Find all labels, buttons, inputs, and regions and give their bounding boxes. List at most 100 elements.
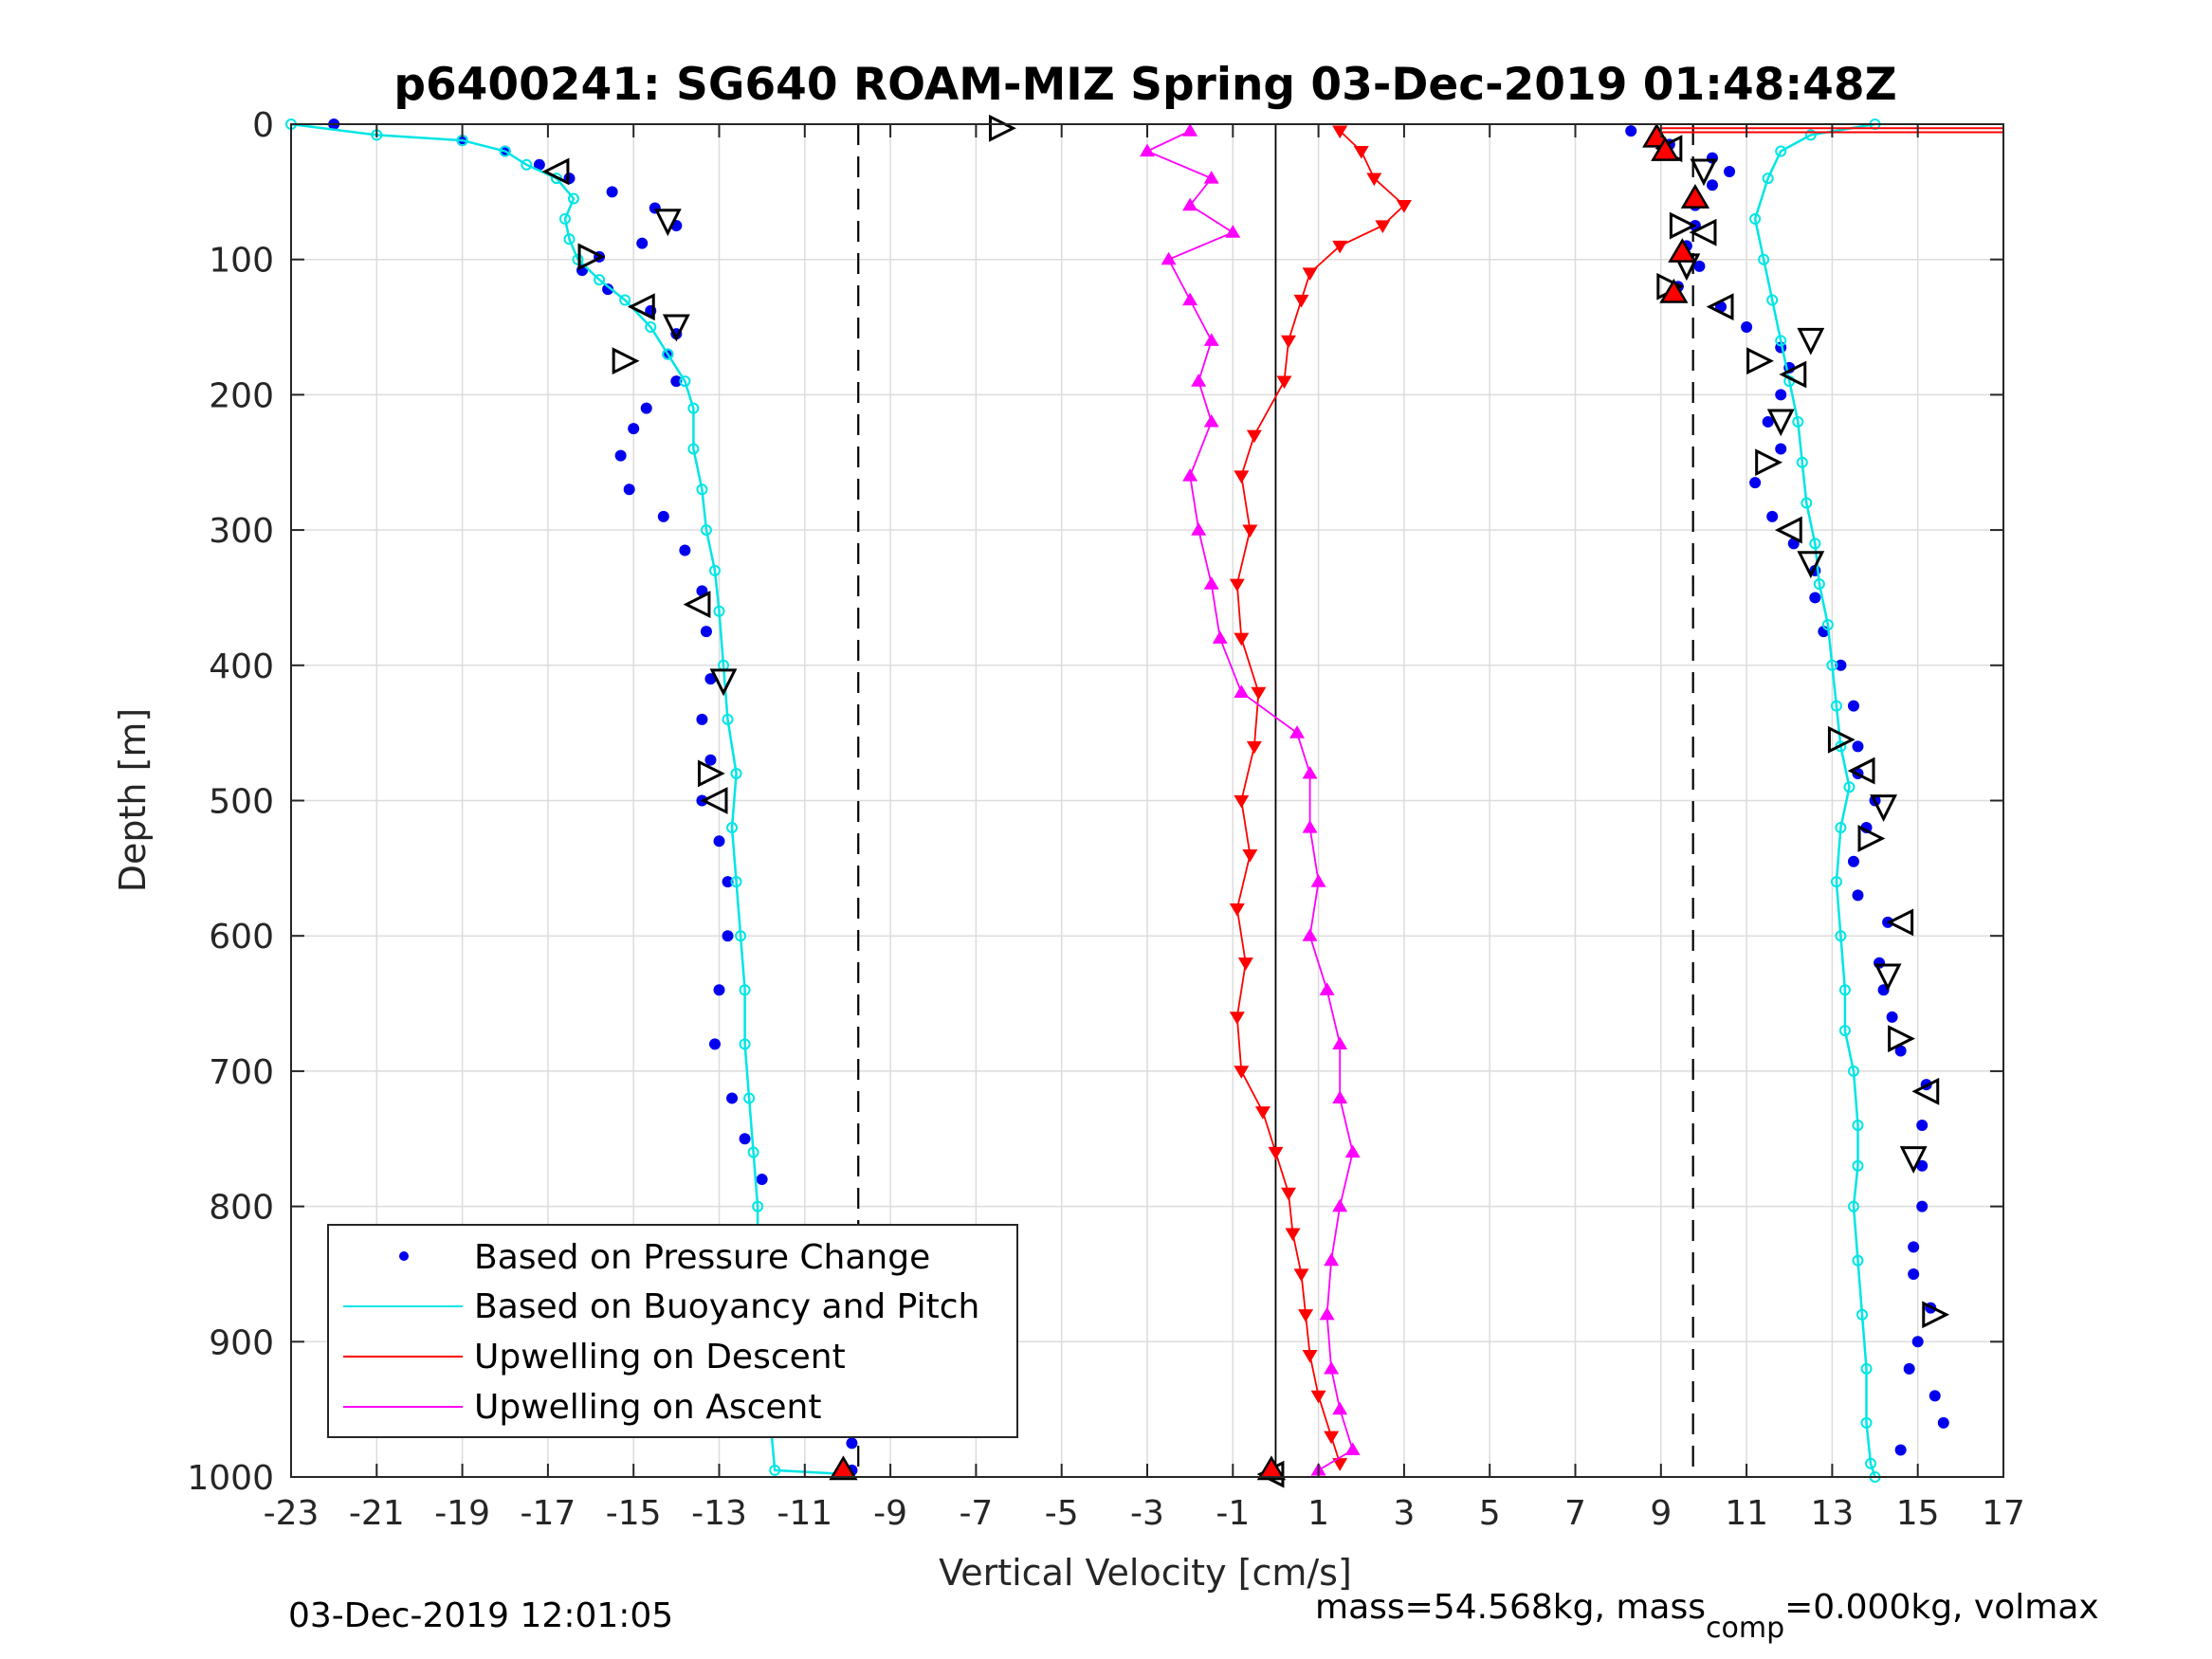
pressure-point bbox=[713, 984, 725, 996]
buoyancy-descent-path bbox=[290, 122, 849, 1476]
upwelling-descent-point bbox=[1229, 1012, 1245, 1025]
buoyancy-point bbox=[1826, 659, 1838, 671]
hollow-triangle-marker bbox=[612, 347, 640, 375]
hollow-triangle-marker bbox=[988, 114, 1016, 142]
footer-mass-suffix: =0.000kg, volmax bbox=[1784, 1588, 2099, 1627]
pressure-point bbox=[846, 1437, 858, 1449]
upwelling-ascent-point bbox=[1332, 1198, 1348, 1212]
upwelling-ascent-point bbox=[1319, 1306, 1335, 1321]
buoyancy-point bbox=[739, 984, 751, 996]
y-tick-label: 200 bbox=[209, 376, 274, 415]
upwelling-descent-point bbox=[1234, 470, 1250, 484]
pressure-point bbox=[1886, 1011, 1898, 1023]
pressure-point bbox=[1916, 1200, 1929, 1212]
upwelling-descent-point bbox=[1332, 1458, 1348, 1471]
buoyancy-ascent-path bbox=[1753, 122, 1876, 1478]
hollow-triangle-marker bbox=[1797, 327, 1825, 356]
upwelling-ascent-point bbox=[1344, 1442, 1361, 1456]
x-axis-ticks: -23 -21 -19 -17 -15 -13 -11 -9 -7 -5 -3 -1 1 3 5 7 9 11 13… bbox=[264, 124, 2025, 1533]
x-tick-label: -1 bbox=[1216, 1494, 1250, 1533]
footer-timestamp: 03-Dec-2019 12:01:05 bbox=[288, 1596, 673, 1635]
pressure-point bbox=[739, 1133, 751, 1145]
pressure-point bbox=[1894, 1045, 1907, 1057]
pressure-point bbox=[1835, 659, 1847, 671]
upwelling-descent-point bbox=[1332, 240, 1348, 254]
upwelling-descent-point bbox=[1302, 267, 1318, 281]
upwelling-descent-series bbox=[1229, 125, 1412, 1471]
chart-title: p6400241: SG640 ROAM-MIZ Spring 03-Dec-2… bbox=[393, 59, 1896, 111]
pressure-point bbox=[1916, 1159, 1929, 1172]
upwelling-descent-point bbox=[1285, 1228, 1301, 1242]
hollow-triangle-marker bbox=[1827, 725, 1856, 754]
upwelling-descent-point bbox=[1366, 173, 1382, 187]
y-tick-label: 500 bbox=[209, 783, 274, 822]
buoyancy-point bbox=[1775, 145, 1787, 157]
upwelling-descent-point bbox=[1234, 632, 1250, 647]
upwelling-ascent-point bbox=[1182, 123, 1198, 137]
pressure-point bbox=[1706, 152, 1718, 164]
pressure-point bbox=[756, 1174, 768, 1186]
buoyancy-descent-line bbox=[285, 118, 853, 1481]
upwelling-descent-point bbox=[1293, 294, 1309, 308]
buoyancy-point bbox=[1830, 876, 1842, 888]
pressure-point bbox=[657, 510, 669, 522]
hollow-triangle-marker bbox=[627, 293, 655, 321]
buoyancy-point bbox=[567, 192, 579, 205]
pressure-point bbox=[1908, 1267, 1920, 1280]
upwelling-ascent-point bbox=[1302, 928, 1318, 941]
hollow-triangle-marker bbox=[1774, 516, 1802, 544]
pressure-point bbox=[1693, 260, 1706, 272]
hollow-triangle-marker bbox=[1766, 409, 1795, 437]
hollow-triangle-marker bbox=[1911, 1077, 1940, 1105]
upwelling-descent-point bbox=[1251, 686, 1267, 701]
x-tick-label: 13 bbox=[1810, 1494, 1854, 1533]
legend-entry-descent: Upwelling on Descent bbox=[343, 1338, 846, 1376]
pressure-point bbox=[1625, 125, 1637, 137]
buoyancy-point bbox=[572, 253, 584, 265]
pressure-point bbox=[1775, 443, 1787, 455]
hollow-triangle-marker bbox=[662, 314, 690, 342]
pressure-point bbox=[1894, 1444, 1907, 1456]
pressure-point bbox=[1911, 1336, 1924, 1348]
buoyancy-point bbox=[769, 1464, 781, 1476]
buoyancy-point bbox=[645, 321, 657, 334]
pressure-point bbox=[636, 237, 649, 249]
upwelling-descent-point bbox=[1246, 740, 1262, 755]
upwelling-ascent-point bbox=[1203, 576, 1219, 590]
hollow-triangle-marker bbox=[1669, 211, 1697, 240]
legend-box bbox=[327, 1224, 1018, 1438]
buoyancy-point bbox=[1766, 294, 1779, 306]
upwelling-descent-point bbox=[1280, 335, 1296, 349]
upwelling-ascent-point bbox=[1182, 292, 1198, 306]
legend-label-pressure: Based on Pressure Change bbox=[474, 1238, 930, 1277]
buoyancy-point bbox=[1801, 497, 1813, 509]
pressure-point bbox=[704, 754, 717, 766]
upwelling-ascent-point bbox=[1203, 333, 1219, 346]
upwelling-ascent-point bbox=[1302, 765, 1318, 779]
buoyancy-point bbox=[499, 145, 511, 157]
marker-layer bbox=[541, 114, 1950, 1488]
buoyancy-point bbox=[743, 1092, 756, 1104]
x-tick-label: 5 bbox=[1479, 1494, 1501, 1533]
pressure-point bbox=[1762, 415, 1774, 428]
y-axis-label: Depth [m] bbox=[112, 708, 154, 893]
hollow-triangle-marker bbox=[1690, 158, 1718, 187]
red-triangle-marker bbox=[1680, 184, 1710, 209]
upwelling-descent-point bbox=[1293, 1268, 1309, 1282]
upwelling-descent-point bbox=[1375, 220, 1391, 234]
x-tick-label: -21 bbox=[349, 1494, 405, 1533]
buoyancy-point bbox=[1860, 1416, 1873, 1429]
buoyancy-point bbox=[563, 233, 576, 246]
hollow-triangle-marker bbox=[1689, 218, 1717, 246]
pressure-point bbox=[1724, 165, 1736, 177]
buoyancy-point bbox=[687, 443, 700, 455]
reference-lines bbox=[857, 124, 1694, 1477]
hollow-triangle-marker bbox=[683, 591, 711, 619]
x-tick-label: 17 bbox=[1982, 1494, 2025, 1533]
buoyancy-point bbox=[1835, 822, 1847, 834]
buoyancy-point bbox=[1838, 1025, 1851, 1037]
upwelling-descent-point bbox=[1234, 794, 1250, 809]
buoyancy-point bbox=[1847, 1065, 1859, 1077]
upwelling-ascent-point bbox=[1289, 725, 1306, 738]
upwelling-ascent-point bbox=[1332, 1401, 1348, 1415]
